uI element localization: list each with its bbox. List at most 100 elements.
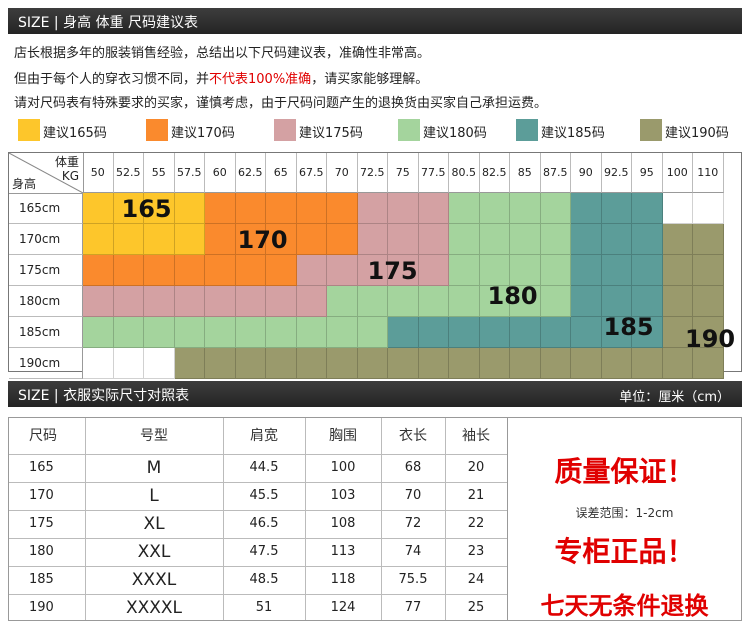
- column-header: 号型: [140, 428, 168, 444]
- size-cell: [144, 286, 175, 317]
- table-cell: 118: [330, 572, 356, 587]
- size-cell: [632, 348, 663, 379]
- weight-header: 50: [83, 153, 114, 193]
- table-cell: 103: [330, 488, 356, 503]
- weight-header: 67.5: [296, 153, 327, 193]
- weight-header: 55: [144, 153, 175, 193]
- size-cell: [296, 348, 327, 379]
- size-cell: [479, 317, 510, 348]
- quality-guarantee: 质量保证！: [554, 455, 695, 488]
- size-cell: [510, 286, 541, 317]
- table-cell: 23: [467, 544, 485, 559]
- size-chart-header: SIZE | 身高 体重 尺码建议表: [8, 8, 742, 34]
- size-cell: [662, 255, 693, 286]
- size-cell: [327, 193, 358, 224]
- table-cell: 70: [404, 488, 422, 503]
- size-cell: [601, 193, 632, 224]
- size-cell: [83, 255, 114, 286]
- size-cell: [479, 224, 510, 255]
- size-cell: [571, 193, 602, 224]
- height-header: 180cm: [9, 286, 83, 317]
- weight-header: 60: [205, 153, 236, 193]
- size-cell: [113, 286, 144, 317]
- size-cell: [388, 255, 419, 286]
- measurement-header: SIZE | 衣服实际尺寸对照表 单位：厘米（cm）: [8, 381, 742, 407]
- size-cell: [571, 255, 602, 286]
- height-header: 165cm: [9, 193, 83, 224]
- table-cell: 165: [29, 460, 54, 475]
- size-cell: [205, 317, 236, 348]
- size-cell: [662, 348, 693, 379]
- table-cell: 47.5: [249, 544, 279, 559]
- size-cell: [235, 286, 266, 317]
- legend-label: 建议175码: [299, 126, 363, 141]
- size-zone-label: 175: [367, 257, 418, 285]
- size-cell: [388, 193, 419, 224]
- column-header: 肩宽: [250, 428, 278, 444]
- weight-header: 77.5: [418, 153, 449, 193]
- table-cell: 25: [467, 600, 485, 615]
- size-cell: [113, 193, 144, 224]
- size-cell: [174, 224, 205, 255]
- size-cell: [144, 317, 175, 348]
- table-cell: 48.5: [249, 572, 279, 587]
- table-cell: XXXL: [131, 570, 177, 590]
- size-cell: [632, 286, 663, 317]
- table-cell: 51: [255, 600, 273, 615]
- weight-header: 87.5: [540, 153, 571, 193]
- size-cell: [327, 255, 358, 286]
- weight-header: 100: [662, 153, 693, 193]
- size-cell: [449, 348, 480, 379]
- size-cell: [174, 286, 205, 317]
- size-cell: [632, 255, 663, 286]
- size-cell: [632, 224, 663, 255]
- size-cell: [662, 224, 693, 255]
- legend-swatch: [274, 119, 296, 141]
- size-cell: [266, 224, 297, 255]
- size-cell: [296, 224, 327, 255]
- table-cell: 44.5: [249, 460, 279, 475]
- size-cell: [266, 317, 297, 348]
- intro-line-2: 但由于每个人的穿衣习惯不同，并不代表100%准确，请买家能够理解。: [14, 72, 429, 87]
- size-cell: [174, 317, 205, 348]
- size-cell: [235, 317, 266, 348]
- size-cell: [357, 348, 388, 379]
- table-cell: 190: [29, 600, 54, 615]
- size-cell: [144, 348, 175, 379]
- size-cell: [693, 286, 724, 317]
- size-cell: [296, 317, 327, 348]
- weight-header: 57.5: [174, 153, 205, 193]
- size-cell: [693, 224, 724, 255]
- table-cell: 72: [404, 516, 422, 531]
- weight-header: 75: [388, 153, 419, 193]
- size-cell: [174, 255, 205, 286]
- legend-swatch: [398, 119, 420, 141]
- size-cell: [83, 286, 114, 317]
- size-cell: [540, 193, 571, 224]
- genuine-product: 专柜正品！: [554, 535, 695, 568]
- size-chart-title: SIZE | 身高 体重 尺码建议表: [18, 15, 198, 31]
- size-cell: [327, 286, 358, 317]
- size-cell: [449, 255, 480, 286]
- size-cell: [418, 224, 449, 255]
- height-header: 175cm: [9, 255, 83, 286]
- size-cell: [693, 317, 724, 348]
- size-cell: [296, 193, 327, 224]
- size-cell: [113, 317, 144, 348]
- size-cell: [174, 193, 205, 224]
- table-cell: XL: [143, 514, 165, 534]
- size-cell: [327, 224, 358, 255]
- size-cell: [632, 317, 663, 348]
- weight-header: 82.5: [479, 153, 510, 193]
- size-cell: [235, 255, 266, 286]
- size-cell: [632, 193, 663, 224]
- legend-label: 建议180码: [423, 126, 487, 141]
- size-cell: [83, 317, 114, 348]
- promo-panel: 质量保证！ 误差范围：1-2cm 专柜正品！ 七天无条件退换: [508, 417, 742, 621]
- measurement-title: SIZE | 衣服实际尺寸对照表: [18, 388, 190, 404]
- size-cell: [479, 193, 510, 224]
- size-cell: [418, 348, 449, 379]
- size-cell: [296, 286, 327, 317]
- size-cell: [571, 348, 602, 379]
- size-cell: [449, 286, 480, 317]
